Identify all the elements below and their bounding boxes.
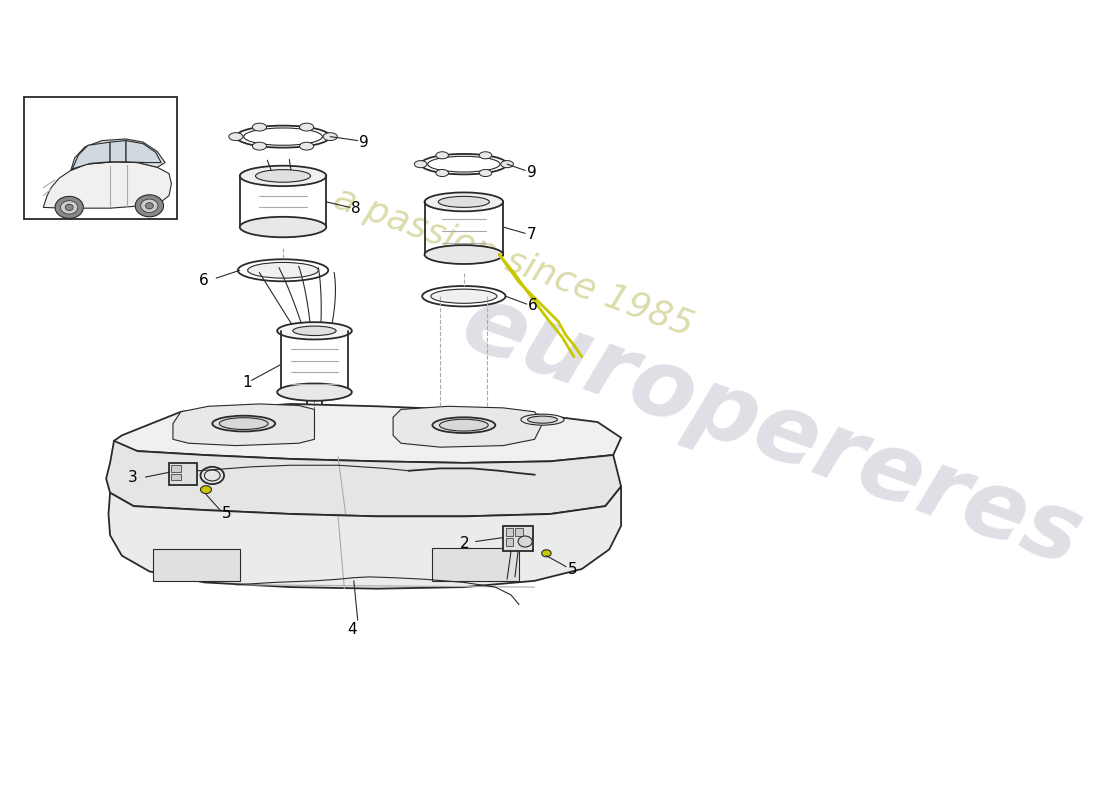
Polygon shape <box>173 404 315 446</box>
Text: 5: 5 <box>222 506 231 522</box>
Ellipse shape <box>244 128 322 146</box>
Ellipse shape <box>541 550 551 557</box>
Bar <box>503 526 534 551</box>
Ellipse shape <box>440 419 488 431</box>
Text: 6: 6 <box>528 298 538 313</box>
Ellipse shape <box>299 142 314 150</box>
Ellipse shape <box>436 170 449 177</box>
Polygon shape <box>114 404 622 463</box>
Ellipse shape <box>60 201 78 214</box>
Text: 9: 9 <box>527 165 537 179</box>
Polygon shape <box>43 162 172 208</box>
Bar <box>432 548 519 581</box>
Ellipse shape <box>212 416 275 431</box>
Ellipse shape <box>252 142 266 150</box>
Text: 8: 8 <box>351 202 361 217</box>
Ellipse shape <box>480 170 492 177</box>
Ellipse shape <box>500 161 514 168</box>
Text: europereres: europereres <box>450 277 1094 586</box>
Bar <box>172 466 180 471</box>
Polygon shape <box>110 141 125 162</box>
Ellipse shape <box>420 154 507 174</box>
Text: 3: 3 <box>128 470 138 485</box>
Text: 7: 7 <box>527 227 537 242</box>
Bar <box>515 528 522 536</box>
Bar <box>506 538 514 546</box>
Ellipse shape <box>277 322 352 339</box>
Text: 6: 6 <box>199 273 208 288</box>
Ellipse shape <box>65 204 73 210</box>
Ellipse shape <box>518 536 532 547</box>
Ellipse shape <box>235 126 330 148</box>
Ellipse shape <box>240 217 327 238</box>
Ellipse shape <box>255 170 310 182</box>
Ellipse shape <box>252 123 266 131</box>
Bar <box>172 474 180 480</box>
Bar <box>506 528 514 536</box>
Text: 2: 2 <box>460 535 470 550</box>
Ellipse shape <box>428 156 501 172</box>
Ellipse shape <box>425 245 503 264</box>
Ellipse shape <box>135 195 164 217</box>
Ellipse shape <box>425 193 503 211</box>
Polygon shape <box>109 486 622 589</box>
Ellipse shape <box>200 486 211 494</box>
Bar <box>169 463 197 485</box>
Ellipse shape <box>521 414 564 425</box>
Ellipse shape <box>240 166 327 186</box>
Text: 5: 5 <box>568 562 578 578</box>
Ellipse shape <box>438 196 490 207</box>
Ellipse shape <box>432 418 495 433</box>
Text: 9: 9 <box>360 134 368 150</box>
Polygon shape <box>125 141 162 162</box>
Ellipse shape <box>277 383 352 401</box>
Ellipse shape <box>145 202 153 209</box>
Ellipse shape <box>431 289 497 303</box>
Polygon shape <box>106 441 622 516</box>
Ellipse shape <box>422 286 506 306</box>
Ellipse shape <box>55 196 84 218</box>
Ellipse shape <box>293 326 337 335</box>
Polygon shape <box>70 139 165 170</box>
Ellipse shape <box>436 152 449 159</box>
Polygon shape <box>73 142 110 169</box>
Polygon shape <box>393 406 542 447</box>
Bar <box>23 98 177 219</box>
Ellipse shape <box>415 161 427 168</box>
Ellipse shape <box>323 133 338 141</box>
Ellipse shape <box>229 133 243 141</box>
Text: 4: 4 <box>348 622 358 637</box>
Ellipse shape <box>299 123 314 131</box>
Ellipse shape <box>219 418 268 430</box>
Ellipse shape <box>238 259 328 282</box>
Ellipse shape <box>141 199 158 213</box>
Text: a passion since 1985: a passion since 1985 <box>329 181 697 342</box>
Text: 1: 1 <box>242 375 252 390</box>
Ellipse shape <box>248 262 318 278</box>
Ellipse shape <box>480 152 492 159</box>
Ellipse shape <box>528 416 558 423</box>
Ellipse shape <box>302 427 327 435</box>
Bar <box>153 550 240 581</box>
